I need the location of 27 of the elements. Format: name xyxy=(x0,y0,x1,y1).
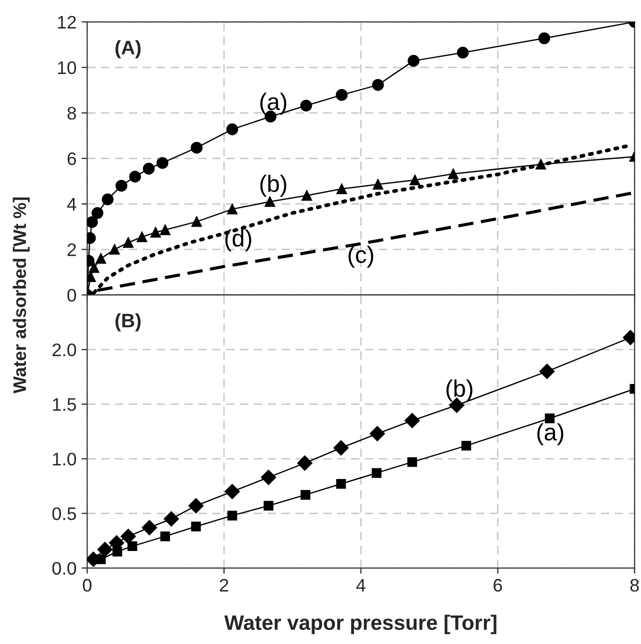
y-tick-label: 0.0 xyxy=(52,562,76,575)
annotation: (A) xyxy=(116,40,141,58)
y-tick-label: 12 xyxy=(58,16,76,28)
y-tick-label: 2 xyxy=(68,243,76,256)
y-axis-title: Water adsorbed [Wt %] xyxy=(12,197,30,394)
y-tick-label: 10 xyxy=(58,61,76,74)
x-tick-label: 0 xyxy=(82,578,92,592)
x-axis-title: Water vapor pressure [Torr] xyxy=(224,614,496,634)
series-label: (b) xyxy=(260,174,286,197)
y-tick-label: 4 xyxy=(67,198,76,210)
series-label: (a) xyxy=(260,92,286,115)
y-tick-label: 6 xyxy=(68,152,76,166)
series-label: (b) xyxy=(446,380,472,402)
series-label: (d) xyxy=(225,229,252,252)
y-tick-label: 1.5 xyxy=(53,398,76,411)
x-tick-label: 4 xyxy=(356,579,366,592)
y-tick-label: 8 xyxy=(68,106,76,120)
annotation: (B) xyxy=(116,313,141,332)
y-tick-label: 0 xyxy=(67,288,76,302)
x-tick-label: 6 xyxy=(494,578,502,592)
y-tick-label: 1.0 xyxy=(53,452,76,466)
series-label: (a) xyxy=(537,423,564,446)
series-label: (c) xyxy=(348,246,374,268)
x-tick-label: 8 xyxy=(630,578,639,592)
x-tick-label: 2 xyxy=(220,578,228,592)
y-tick-label: 2.0 xyxy=(52,344,76,356)
y-tick-label: 0.5 xyxy=(52,507,76,520)
